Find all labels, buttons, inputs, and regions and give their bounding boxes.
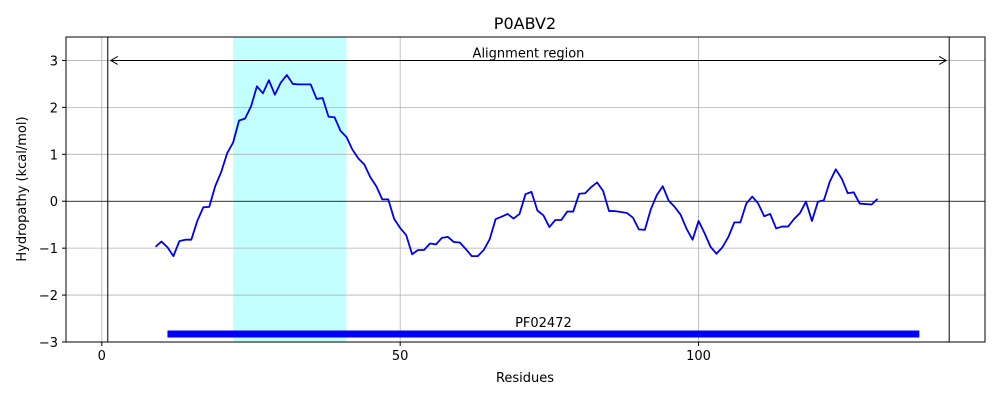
alignment-arrow-head-right xyxy=(938,56,948,65)
y-tick-label: −2 xyxy=(39,289,58,304)
chart-title: P0ABV2 xyxy=(494,14,556,33)
alignment-arrow-head-left xyxy=(109,56,119,65)
highlight-region xyxy=(233,37,347,342)
y-axis-title: Hydropathy (kcal/mol) xyxy=(15,116,30,261)
y-tick-label: 1 xyxy=(50,148,58,163)
hydropathy-line xyxy=(154,74,879,258)
x-axis-title: Residues xyxy=(496,371,554,386)
axes-frame xyxy=(65,36,986,343)
y-tick-label: 0 xyxy=(50,195,58,210)
domain-bar-label: PF02472 xyxy=(515,316,572,331)
y-tick-label: −3 xyxy=(39,336,58,351)
x-tick-label: 50 xyxy=(392,349,409,364)
plot-area: 0 50 100 −3 −2 −1 0 1 2 3 xyxy=(39,36,986,364)
y-tick-label: −1 xyxy=(39,242,58,257)
x-tick-label: 100 xyxy=(686,349,711,364)
y-tick-label: 3 xyxy=(50,54,58,69)
y-tick-label: 2 xyxy=(50,101,58,116)
x-tick-label: 0 xyxy=(98,349,106,364)
alignment-region-label: Alignment region xyxy=(473,46,585,61)
